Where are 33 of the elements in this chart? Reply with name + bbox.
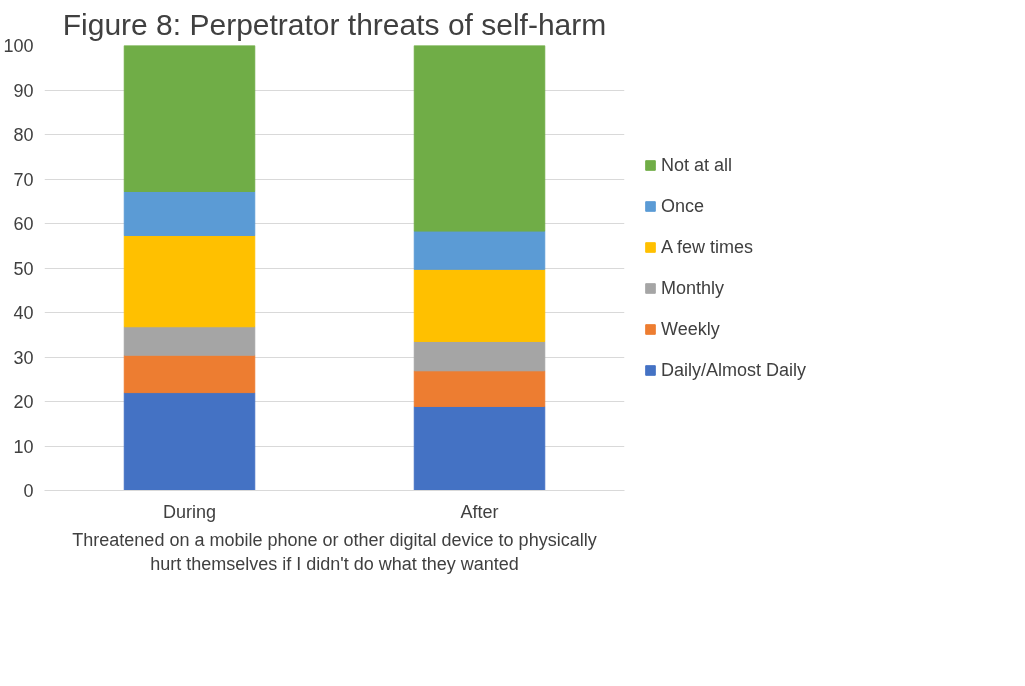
legend-label: Weekly [661,318,720,340]
legend-label: Daily/Almost Daily [661,359,807,381]
y-tick-label: 10 [13,436,34,457]
y-tick-label: 20 [13,392,34,412]
bar [123,235,256,328]
y-tick-label: 90 [13,80,34,101]
bar [123,45,256,192]
x-axis-title: Threatened on a mobile phone or other digital device to physically hurt themselves if I didn't do what they wanted [72,529,597,574]
bar [123,190,256,237]
y-tick-label: 40 [13,303,34,323]
bar [413,268,546,342]
bar [413,230,546,270]
y-tick-label: 70 [13,169,34,190]
bar [413,370,546,407]
x-tick-label: During [162,501,217,522]
bar [123,354,256,394]
bar [413,405,546,491]
x-tick-label: After [460,501,499,522]
bar [413,45,546,232]
bar [413,340,546,372]
y-tick-label: 0 [23,481,34,501]
y-tick-label: 80 [13,125,34,145]
y-tick-label: 50 [13,258,34,279]
y-tick-label: 100 [3,36,34,56]
y-tick-label: 30 [13,347,34,368]
legend-label: Once [661,195,705,217]
legend-label: A few times [661,236,754,258]
legend-label: Not at all [661,154,733,176]
bar [123,326,256,356]
y-tick-label: 60 [13,214,34,234]
legend-label: Monthly [661,277,725,299]
chart-title: Figure 8: Perpetrator threats of self-harm [62,7,607,41]
bar [123,392,256,491]
